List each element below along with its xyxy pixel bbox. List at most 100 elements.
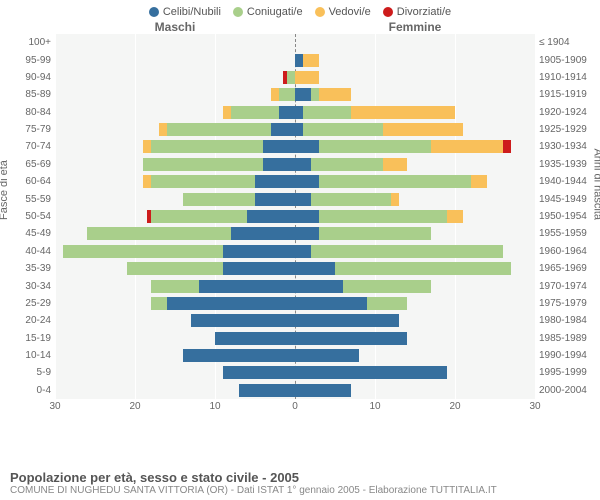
age-label: 50-54 bbox=[25, 209, 55, 224]
age-row: 80-841920-1924 bbox=[55, 105, 535, 120]
bar-female-con bbox=[303, 106, 351, 119]
age-row: 5-91995-1999 bbox=[55, 365, 535, 380]
legend-label: Celibi/Nubili bbox=[163, 6, 221, 18]
bar-female-con bbox=[343, 280, 431, 293]
legend-swatch bbox=[233, 7, 243, 17]
bar-male-cel bbox=[231, 227, 295, 240]
bar-male-div bbox=[283, 71, 287, 84]
bar-female-ved bbox=[303, 54, 319, 67]
bar-male-cel bbox=[263, 140, 295, 153]
age-label: 5-9 bbox=[37, 365, 55, 380]
x-tick: 30 bbox=[529, 401, 540, 412]
footer: Popolazione per età, sesso e stato civil… bbox=[10, 470, 590, 496]
birth-year-label: ≤ 1904 bbox=[535, 35, 570, 50]
age-row: 20-241980-1984 bbox=[55, 313, 535, 328]
bar-male-cel bbox=[167, 297, 295, 310]
age-row: 0-42000-2004 bbox=[55, 383, 535, 398]
age-label: 70-74 bbox=[25, 139, 55, 154]
age-label: 80-84 bbox=[25, 105, 55, 120]
bar-female-ved bbox=[391, 193, 399, 206]
chart-area: Fasce di età Anni di nascita 100+≤ 19049… bbox=[0, 34, 600, 434]
header-males: Maschi bbox=[55, 20, 295, 34]
age-row: 15-191985-1989 bbox=[55, 331, 535, 346]
bar-female-div bbox=[503, 140, 511, 153]
x-tick: 20 bbox=[449, 401, 460, 412]
bar-male-div bbox=[147, 210, 151, 223]
gender-headers: Maschi Femmine bbox=[0, 20, 600, 34]
bar-male-con bbox=[287, 71, 295, 84]
birth-year-label: 1940-1944 bbox=[535, 174, 587, 189]
age-row: 75-791925-1929 bbox=[55, 122, 535, 137]
bar-female-cel bbox=[295, 88, 311, 101]
bar-female-cel bbox=[295, 280, 343, 293]
age-label: 20-24 bbox=[25, 313, 55, 328]
bar-male-cel bbox=[223, 262, 295, 275]
birth-year-label: 1920-1924 bbox=[535, 105, 587, 120]
legend-item: Divorziati/e bbox=[383, 6, 451, 18]
bar-male-cel bbox=[263, 158, 295, 171]
age-label: 15-19 bbox=[25, 331, 55, 346]
legend-item: Celibi/Nubili bbox=[149, 6, 221, 18]
legend-swatch bbox=[383, 7, 393, 17]
age-row: 60-641940-1944 bbox=[55, 174, 535, 189]
bar-female-ved bbox=[383, 123, 463, 136]
bar-female-cel bbox=[295, 140, 319, 153]
legend-label: Coniugati/e bbox=[247, 6, 303, 18]
age-row: 25-291975-1979 bbox=[55, 296, 535, 311]
bar-female-cel bbox=[295, 227, 319, 240]
bar-female-cel bbox=[295, 349, 359, 362]
legend-item: Coniugati/e bbox=[233, 6, 303, 18]
age-row: 65-691935-1939 bbox=[55, 157, 535, 172]
bar-female-con bbox=[335, 262, 511, 275]
birth-year-label: 1980-1984 bbox=[535, 313, 587, 328]
bar-male-con bbox=[127, 262, 223, 275]
bar-female-cel bbox=[295, 332, 407, 345]
bar-male-cel bbox=[223, 245, 295, 258]
age-label: 60-64 bbox=[25, 174, 55, 189]
birth-year-label: 1950-1954 bbox=[535, 209, 587, 224]
bar-female-con bbox=[303, 123, 383, 136]
bar-female-cel bbox=[295, 175, 319, 188]
bar-female-cel bbox=[295, 314, 399, 327]
x-tick: 0 bbox=[292, 401, 298, 412]
chart-title: Popolazione per età, sesso e stato civil… bbox=[10, 470, 590, 485]
age-label: 40-44 bbox=[25, 244, 55, 259]
age-row: 85-891915-1919 bbox=[55, 87, 535, 102]
bar-male-cel bbox=[191, 314, 295, 327]
bar-male-con bbox=[143, 158, 263, 171]
axis-title-right: Anni di nascita bbox=[592, 148, 600, 220]
bar-male-cel bbox=[271, 123, 295, 136]
age-row: 45-491955-1959 bbox=[55, 226, 535, 241]
bar-female-cel bbox=[295, 245, 311, 258]
bar-male-cel bbox=[255, 175, 295, 188]
plot: 100+≤ 190495-991905-190990-941910-191485… bbox=[55, 34, 535, 399]
age-label: 25-29 bbox=[25, 296, 55, 311]
bar-female-con bbox=[311, 88, 319, 101]
birth-year-label: 1935-1939 bbox=[535, 157, 587, 172]
birth-year-label: 1910-1914 bbox=[535, 70, 587, 85]
bar-male-con bbox=[183, 193, 255, 206]
age-row: 70-741930-1934 bbox=[55, 139, 535, 154]
bar-male-con bbox=[87, 227, 231, 240]
bar-female-ved bbox=[447, 210, 463, 223]
bar-male-cel bbox=[223, 366, 295, 379]
age-row: 55-591945-1949 bbox=[55, 192, 535, 207]
birth-year-label: 1985-1989 bbox=[535, 331, 587, 346]
bar-female-cel bbox=[295, 384, 351, 397]
legend-swatch bbox=[315, 7, 325, 17]
bar-female-ved bbox=[383, 158, 407, 171]
bar-female-cel bbox=[295, 158, 311, 171]
bar-male-ved bbox=[143, 175, 151, 188]
bar-male-cel bbox=[183, 349, 295, 362]
legend-label: Vedovi/e bbox=[329, 6, 371, 18]
age-row: 35-391965-1969 bbox=[55, 261, 535, 276]
x-axis: 3020100102030 bbox=[55, 399, 535, 419]
x-tick: 20 bbox=[129, 401, 140, 412]
age-label: 75-79 bbox=[25, 122, 55, 137]
bar-female-con bbox=[311, 158, 383, 171]
bar-male-ved bbox=[271, 88, 279, 101]
birth-year-label: 1925-1929 bbox=[535, 122, 587, 137]
bar-female-cel bbox=[295, 123, 303, 136]
age-label: 95-99 bbox=[25, 53, 55, 68]
bar-male-ved bbox=[143, 140, 151, 153]
